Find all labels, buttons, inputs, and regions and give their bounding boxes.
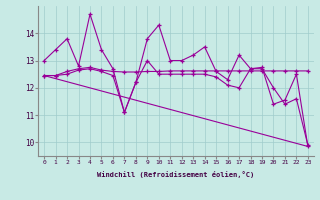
X-axis label: Windchill (Refroidissement éolien,°C): Windchill (Refroidissement éolien,°C) (97, 171, 255, 178)
